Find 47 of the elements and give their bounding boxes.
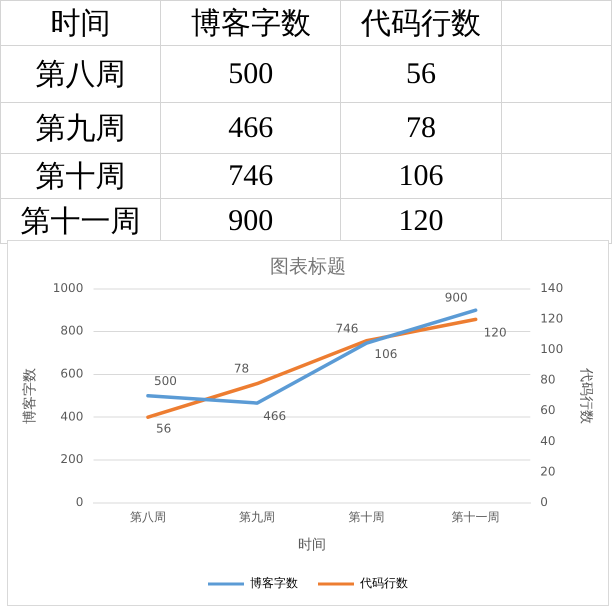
text: 120 <box>340 198 502 244</box>
y2-axis-title: 代码行数 <box>578 366 594 424</box>
data-label: 500 <box>154 374 177 388</box>
y2-tick-label: 120 <box>540 311 564 326</box>
y-tick-label: 800 <box>60 324 84 338</box>
y2-tick-label: 100 <box>540 342 564 356</box>
data-label: 78 <box>234 362 250 376</box>
y-axis-title: 博客字数 <box>22 368 38 424</box>
data-label: 120 <box>484 325 507 340</box>
x-tick-label: 第九周 <box>239 510 276 524</box>
y-tick-label: 200 <box>60 452 84 466</box>
text: 56 <box>340 46 502 102</box>
y-tick-label: 1000 <box>52 280 84 295</box>
text: 78 <box>340 102 502 154</box>
x-tick-label: 第十一周 <box>452 510 500 524</box>
text: 106 <box>340 154 502 198</box>
chart-title: 图表标题 <box>270 255 346 278</box>
y2-tick-label: 40 <box>540 434 556 448</box>
category-label: 第十一周 <box>20 204 141 238</box>
category-label: 第十周 <box>36 160 126 192</box>
y-tick-label: 0 <box>76 494 84 509</box>
category-label: 第九周 <box>36 112 126 144</box>
y2-tick-label: 80 <box>540 372 556 387</box>
text: 博客字数 <box>190 6 311 40</box>
category-label: 第八周 <box>36 58 126 90</box>
x-axis-title: 时间 <box>298 537 326 554</box>
x-tick-label: 第十周 <box>348 510 384 524</box>
y-tick-label: 400 <box>60 409 84 424</box>
y-tick-label: 600 <box>60 366 84 381</box>
text: 466 <box>160 102 341 154</box>
y2-tick-label: 20 <box>540 464 556 478</box>
text: 代码行数 <box>361 6 482 40</box>
legend-label: 代码行数 <box>359 576 408 590</box>
text: 500 <box>160 46 341 102</box>
y2-tick-label: 0 <box>540 494 548 509</box>
x-tick-label: 第八周 <box>130 510 166 524</box>
data-label: 106 <box>374 346 398 361</box>
y2-tick-label: 60 <box>540 403 556 418</box>
text: 746 <box>160 154 341 198</box>
y2-tick-label: 140 <box>540 280 564 295</box>
data-label: 900 <box>444 290 468 304</box>
data-label: 56 <box>156 421 172 436</box>
data-label: 746 <box>336 321 358 336</box>
data-label: 466 <box>263 409 286 424</box>
legend-label: 博客字数 <box>250 576 298 590</box>
text: 900 <box>160 198 341 244</box>
text: 时间 <box>50 6 111 40</box>
